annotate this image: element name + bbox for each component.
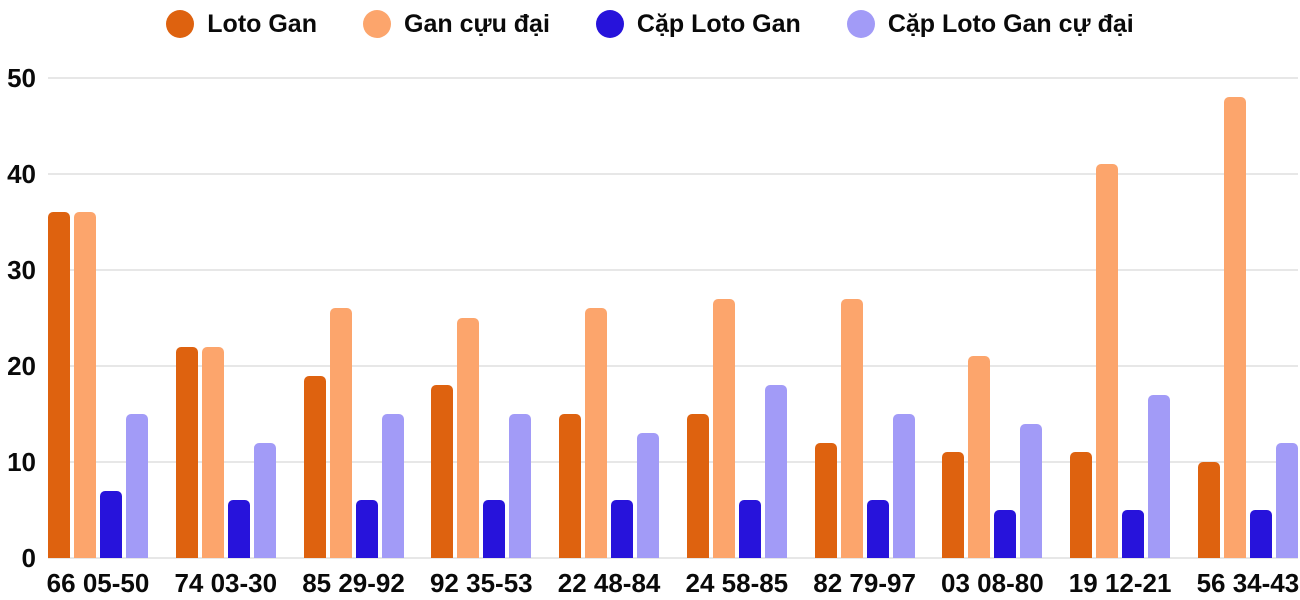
bar[interactable] [509, 414, 532, 558]
y-axis-tick-label: 40 [7, 159, 36, 189]
gridline [48, 77, 1298, 79]
bar[interactable] [712, 298, 735, 558]
bar[interactable] [764, 385, 787, 558]
bar-group: 19 12-21 [1069, 78, 1171, 596]
x-axis-category-label: 22 48-84 [557, 568, 661, 598]
bar[interactable] [1122, 510, 1145, 558]
bar[interactable] [585, 308, 608, 558]
bar[interactable] [483, 500, 506, 558]
legend-label: Gan cựu đại [404, 9, 550, 38]
x-axis-category-label: 56 34-43 [1196, 568, 1300, 598]
bar[interactable] [968, 356, 991, 558]
bar[interactable] [611, 500, 634, 558]
x-axis-category-label: 92 35-53 [429, 568, 533, 598]
bar[interactable] [457, 318, 480, 558]
bar[interactable] [126, 414, 148, 558]
bar[interactable] [201, 346, 224, 558]
legend-item[interactable]: Gan cựu đại [363, 10, 550, 39]
y-axis-tick-label: 10 [7, 447, 36, 477]
bar[interactable] [431, 385, 454, 558]
bar[interactable] [1275, 442, 1298, 558]
bar[interactable] [814, 442, 837, 558]
gridline [48, 173, 1298, 175]
legend-dot-icon [846, 10, 875, 38]
bar[interactable] [738, 500, 761, 558]
legend-label: Cặp Loto Gan [636, 9, 801, 38]
y-axis-tick-label: 50 [7, 63, 36, 93]
bar[interactable] [48, 212, 70, 558]
legend-dot-icon [166, 10, 195, 38]
bar[interactable] [1148, 394, 1171, 558]
bar[interactable] [840, 298, 863, 558]
legend: Loto Gan Gan cựu đại Cặp Loto Gan Cặp Loto … [0, 5, 1300, 43]
legend-item[interactable]: Loto Gan [166, 10, 317, 39]
bar-group: 66 05-50 [47, 78, 149, 596]
plot-area: 66 05-50 74 03-30 85 29-92 92 35-53 22 48-84… [47, 78, 1299, 596]
bar[interactable] [1197, 462, 1220, 558]
bar[interactable] [559, 414, 582, 558]
bar-group: 82 79-97 [813, 78, 916, 596]
x-axis-category-label: 19 12-21 [1068, 568, 1172, 598]
gridline [48, 269, 1298, 271]
bar[interactable] [637, 433, 660, 558]
bar-group: 92 35-53 [430, 78, 533, 596]
y-axis-tick-label: 20 [7, 351, 36, 381]
bar[interactable] [994, 510, 1017, 558]
x-axis-category-label: 66 05-50 [46, 568, 150, 598]
bar[interactable] [74, 212, 96, 558]
bar[interactable] [329, 308, 352, 558]
bar[interactable] [1070, 452, 1093, 558]
legend-label: Loto Gan [207, 9, 317, 38]
bar-group: 85 29-92 [302, 78, 405, 596]
bar[interactable] [942, 452, 965, 558]
x-axis-category-label: 74 03-30 [174, 568, 278, 598]
legend-dot-icon [595, 10, 624, 38]
gridline [48, 365, 1298, 367]
y-axis-tick-label: 30 [7, 255, 36, 285]
x-axis-category-label: 82 79-97 [813, 568, 916, 598]
bar[interactable] [866, 500, 889, 558]
legend-item[interactable]: Cặp Loto Gan [595, 9, 801, 39]
gridline [48, 557, 1298, 559]
x-axis-category-label: 03 08-80 [941, 568, 1044, 598]
bar-group: 24 58-85 [686, 78, 788, 596]
bar[interactable] [1020, 423, 1043, 558]
bar[interactable] [1223, 97, 1246, 558]
bar[interactable] [1096, 164, 1119, 558]
bar[interactable] [381, 414, 404, 558]
bar[interactable] [303, 375, 326, 558]
bar-group: 56 34-43 [1197, 78, 1299, 596]
bar[interactable] [892, 414, 915, 558]
bar[interactable] [686, 414, 709, 558]
x-axis-category-label: 85 29-92 [302, 568, 405, 598]
bar[interactable] [100, 490, 122, 558]
bar[interactable] [355, 500, 378, 558]
legend-item[interactable]: Cặp Loto Gan cự đại [846, 9, 1134, 39]
gridline [48, 461, 1298, 463]
bar-group: 22 48-84 [558, 78, 660, 596]
bar[interactable] [227, 500, 250, 558]
bar-group: 03 08-80 [941, 78, 1044, 596]
legend-label: Cặp Loto Gan cự đại [887, 9, 1134, 38]
legend-dot-icon [363, 10, 391, 38]
bar[interactable] [1249, 510, 1272, 558]
y-axis-tick-label: 0 [21, 543, 36, 573]
bar[interactable] [175, 346, 198, 558]
x-axis-category-label: 24 58-85 [685, 568, 789, 598]
bar[interactable] [253, 442, 276, 558]
bar-group: 74 03-30 [174, 78, 277, 596]
